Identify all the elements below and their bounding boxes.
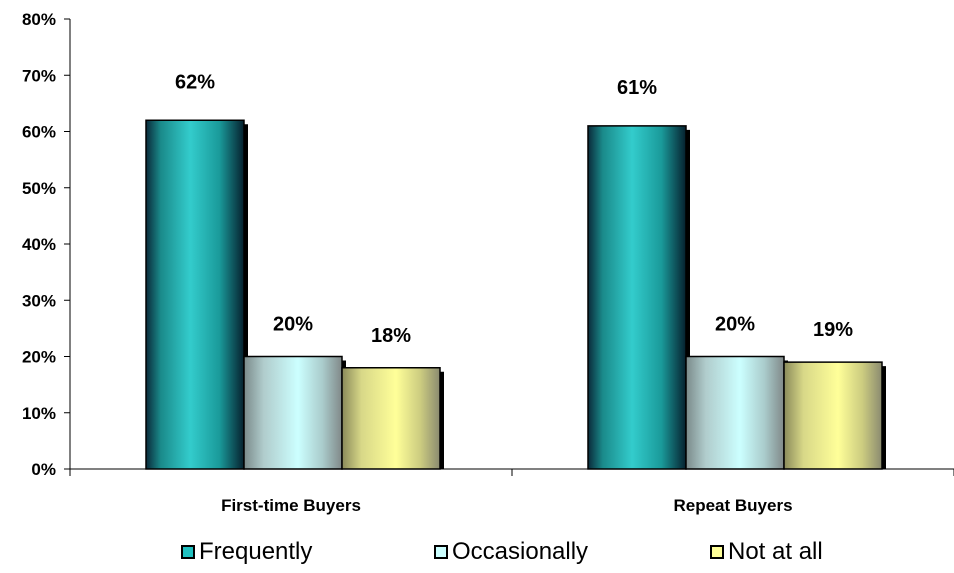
x-category-label: First-time Buyers bbox=[221, 496, 361, 515]
y-tick-label: 10% bbox=[22, 404, 56, 423]
y-tick-label: 80% bbox=[22, 10, 56, 29]
data-label-frequently: 62% bbox=[175, 71, 215, 93]
bar-occasionally bbox=[685, 355, 785, 470]
legend-item-not-at-all: Not at all bbox=[710, 534, 823, 570]
y-tick-label: 30% bbox=[22, 291, 56, 310]
bar-occasionally bbox=[243, 355, 343, 470]
y-tick-label: 60% bbox=[22, 123, 56, 142]
x-category-label: Repeat Buyers bbox=[673, 496, 792, 515]
legend: Frequently Occasionally Not at all bbox=[0, 534, 954, 570]
bar-frequently bbox=[587, 125, 687, 470]
y-tick-label: 0% bbox=[31, 460, 56, 479]
legend-item-occasionally: Occasionally bbox=[434, 534, 588, 570]
data-label-occasionally: 20% bbox=[715, 314, 755, 336]
axes: 0% 10% 20% 30% 40% 50% 60% 70% 80% First-time Buy… bbox=[22, 10, 954, 515]
y-tick-label: 20% bbox=[22, 348, 56, 367]
y-tick-label: 40% bbox=[22, 235, 56, 254]
data-label-occasionally: 20% bbox=[273, 314, 313, 336]
legend-swatch-occasionally bbox=[434, 545, 448, 559]
data-label-not-at-all: 19% bbox=[813, 319, 853, 341]
legend-label-not-at-all: Not at all bbox=[728, 538, 823, 565]
bars bbox=[145, 119, 886, 470]
legend-item-frequently: Frequently bbox=[181, 534, 312, 570]
bar-frequently bbox=[145, 119, 245, 470]
bar-not-at-all bbox=[783, 361, 883, 470]
legend-swatch-frequently bbox=[181, 545, 195, 559]
legend-swatch-not-at-all bbox=[710, 545, 724, 559]
bar-chart: 0% 10% 20% 30% 40% 50% 60% 70% 80% First-time Buy… bbox=[22, 10, 954, 515]
legend-label-frequently: Frequently bbox=[199, 538, 313, 565]
bar-not-at-all bbox=[341, 367, 441, 470]
data-label-frequently: 61% bbox=[617, 77, 657, 99]
y-tick-label: 50% bbox=[22, 179, 56, 198]
y-tick-label: 70% bbox=[22, 66, 56, 85]
data-label-not-at-all: 18% bbox=[371, 325, 411, 347]
legend-label-occasionally: Occasionally bbox=[452, 538, 589, 565]
data-labels: 62% 20% 18% 61% 20% 19% bbox=[175, 71, 853, 347]
